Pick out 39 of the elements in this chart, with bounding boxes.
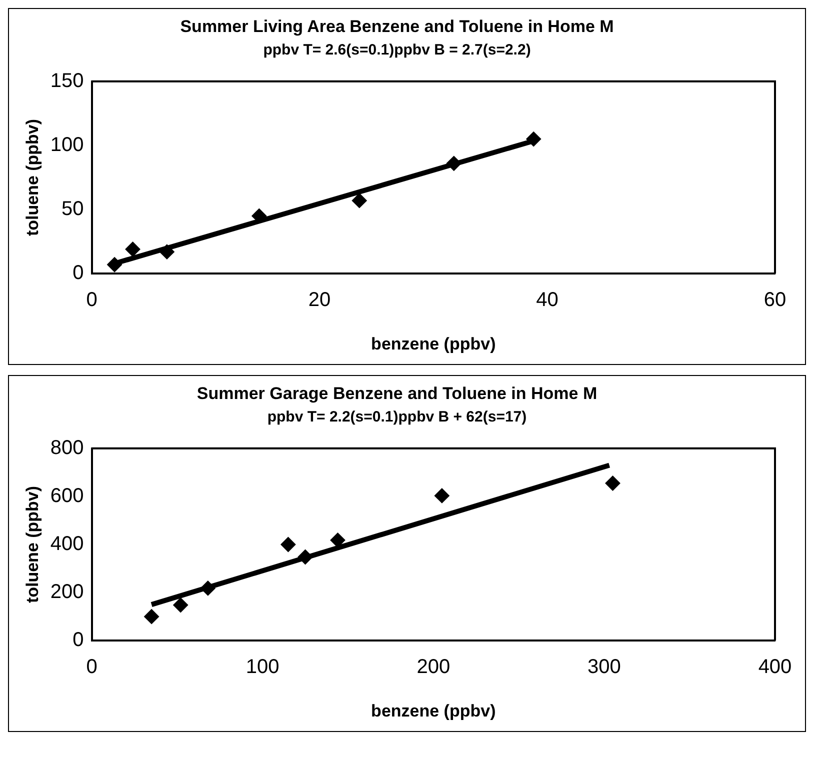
point bbox=[605, 476, 620, 491]
y-axis-title: toluene (ppbv) bbox=[22, 486, 42, 604]
y-tick-label: 50 bbox=[62, 198, 84, 220]
chart-subtitle: ppbv T= 2.2(s=0.1)ppbv B + 62(s=17) bbox=[267, 408, 527, 426]
point bbox=[446, 156, 462, 171]
point bbox=[107, 257, 122, 272]
point bbox=[330, 532, 346, 548]
y-tick-label: 0 bbox=[72, 629, 84, 652]
point bbox=[298, 549, 313, 564]
point bbox=[526, 132, 542, 147]
point bbox=[280, 537, 296, 552]
y-tick-label: 200 bbox=[50, 581, 84, 604]
y-axis-title: toluene (ppbv) bbox=[22, 118, 42, 236]
y-tick-label: 600 bbox=[50, 484, 84, 507]
x-axis-title: benzene (ppbv) bbox=[371, 334, 496, 354]
chart-title: Summer Living Area Benzene and Toluene in Home M bbox=[180, 16, 614, 36]
point bbox=[125, 242, 140, 257]
point bbox=[200, 580, 216, 596]
point bbox=[252, 208, 267, 224]
y-tick-label: 400 bbox=[50, 533, 84, 556]
y-tick-label: 0 bbox=[72, 262, 84, 284]
x-tick-label: 200 bbox=[416, 656, 450, 678]
x-axis-title: benzene (ppbv) bbox=[371, 701, 496, 720]
x-tick-label: 100 bbox=[246, 656, 280, 678]
point bbox=[144, 609, 160, 624]
x-tick-label: 60 bbox=[764, 289, 786, 312]
point bbox=[159, 244, 174, 260]
x-tick-label: 300 bbox=[588, 656, 621, 678]
point bbox=[352, 193, 367, 208]
point bbox=[173, 598, 188, 613]
y-tick-label: 100 bbox=[50, 134, 84, 156]
x-tick-label: 40 bbox=[536, 289, 558, 312]
x-tick-label: 20 bbox=[308, 289, 331, 312]
chart-subtitle: ppbv T= 2.6(s=0.1)ppbv B = 2.7(s=2.2) bbox=[263, 42, 531, 59]
y-tick-label: 150 bbox=[50, 70, 84, 92]
x-tick-label: 400 bbox=[758, 656, 792, 678]
y-tick-label: 800 bbox=[50, 436, 84, 459]
chart-title: Summer Garage Benzene and Toluene in Home M bbox=[196, 384, 598, 403]
point bbox=[434, 488, 450, 504]
